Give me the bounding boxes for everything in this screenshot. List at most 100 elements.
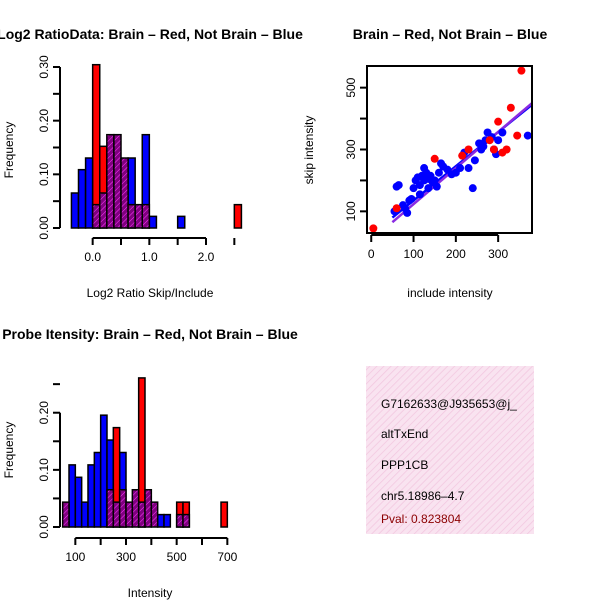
intensity-histogram-bar-overlap xyxy=(112,501,121,528)
intensity-histogram-x-tick-label: 700 xyxy=(217,550,237,564)
ratio-histogram-bar-brain xyxy=(91,63,101,229)
scatter-point-not-brain xyxy=(403,208,412,217)
scatter-point-not-brain xyxy=(407,194,416,203)
ratio-histogram-bar-not-brain xyxy=(77,168,87,229)
scatter-point-brain xyxy=(458,151,467,160)
scatter-point-not-brain xyxy=(456,164,465,173)
intensity-histogram-bar-not-brain xyxy=(163,513,172,528)
scatter-point-brain xyxy=(489,145,498,154)
ratio-histogram-bar-not-brain xyxy=(84,157,94,229)
intensity-scatter: Brain – Red, Not Brain – Blue 0 100 200 300… xyxy=(302,26,547,300)
intensity-histogram-bar-not-brain xyxy=(74,476,83,528)
scatter-point-not-brain xyxy=(494,136,503,145)
scatter-point-brain xyxy=(430,154,439,163)
scatter-x-tick-label: 0 xyxy=(368,247,375,261)
info-location: chr5.18986–4.7 xyxy=(381,489,465,503)
ratio-histogram-y-tick-label: 0.00 xyxy=(37,216,51,240)
intensity-histogram: Probe Itensity: Brain – Red, Not Brain –… xyxy=(2,326,298,600)
scatter-fit-line xyxy=(391,102,531,224)
ratio-histogram-y-tick-label: 0.30 xyxy=(37,55,51,79)
intensity-histogram-y-tick-label: 0.10 xyxy=(37,458,51,482)
ratio-histogram-y-tick-label: 0.10 xyxy=(37,162,51,186)
scatter-points xyxy=(369,67,531,232)
info-gene: PPP1CB xyxy=(381,458,428,472)
scatter-point-brain xyxy=(485,136,494,145)
intensity-histogram-bar-not-brain xyxy=(68,464,77,528)
ratio-histogram-bar-overlap xyxy=(120,157,129,229)
info-panel-background xyxy=(366,366,534,534)
scatter-point-brain xyxy=(464,145,473,154)
scatter-y-tick-label: 100 xyxy=(344,201,358,221)
intensity-scatter-title: Brain – Red, Not Brain – Blue xyxy=(353,26,548,42)
ratio-histogram-bar-overlap xyxy=(113,133,122,229)
intensity-histogram-bar-overlap xyxy=(182,513,191,528)
ratio-histogram-bar-brain xyxy=(233,203,243,229)
info-probe-id: G7162633@J935653@j_ xyxy=(381,397,517,411)
scatter-point-brain xyxy=(392,204,401,213)
intensity-histogram-bar-overlap xyxy=(131,488,140,528)
scatter-y-tick-label: 300 xyxy=(344,139,358,159)
intensity-histogram-y-tick-label: 0.00 xyxy=(37,515,51,539)
intensity-histogram-bar-overlap xyxy=(144,488,153,528)
scatter-point-not-brain xyxy=(394,181,403,190)
scatter-y-tick-label: 500 xyxy=(344,77,358,97)
scatter-point-not-brain xyxy=(424,184,433,193)
scatter-x-tick-label: 200 xyxy=(446,247,466,261)
intensity-histogram-bar-not-brain xyxy=(87,464,96,528)
scatter-y-label: skip intensity xyxy=(302,116,316,185)
scatter-point-brain xyxy=(494,117,503,126)
ratio-histogram-bar-overlap xyxy=(127,203,136,229)
intensity-histogram-bar-not-brain xyxy=(93,451,102,528)
info-event-type: altTxEnd xyxy=(381,427,428,441)
scatter-point-not-brain xyxy=(479,142,488,151)
ratio-histogram-y-tick-label: 0.20 xyxy=(37,109,51,133)
info-pval: Pval: 0.823804 xyxy=(381,512,461,526)
scatter-point-not-brain xyxy=(498,128,507,137)
ratio-histogram-x-label: Log2 Ratio Skip/Include xyxy=(87,286,214,300)
scatter-point-brain xyxy=(502,145,511,154)
intensity-histogram-bar-not-brain xyxy=(99,414,108,528)
intensity-histogram-x-label: Intensity xyxy=(128,586,173,600)
scatter-x-label: include intensity xyxy=(407,286,492,300)
scatter-point-not-brain xyxy=(430,176,439,185)
ratio-histogram-title: Log2 RatioData: Brain – Red, Not Brain –… xyxy=(0,26,303,42)
scatter-point-not-brain xyxy=(434,168,443,177)
ratio-histogram-bar-not-brain xyxy=(176,215,186,229)
scatter-point-not-brain xyxy=(409,184,418,193)
scatter-point-brain xyxy=(369,224,378,232)
scatter-point-brain xyxy=(506,103,515,112)
scatter-y-axis: 100 300 500 xyxy=(344,77,368,221)
scatter-point-not-brain xyxy=(464,164,473,173)
intensity-histogram-x-tick-label: 300 xyxy=(116,550,136,564)
ratio-histogram-x-tick-label: 2.0 xyxy=(198,250,215,264)
scatter-x-tick-label: 100 xyxy=(404,247,424,261)
intensity-histogram-bars xyxy=(61,377,229,528)
scatter-x-axis: 0 100 200 300 xyxy=(368,234,508,261)
scatter-fit-lines xyxy=(391,102,531,224)
intensity-histogram-y-tick-label: 0.20 xyxy=(37,401,51,425)
intensity-histogram-bar-overlap xyxy=(137,501,146,528)
intensity-histogram-bar-brain xyxy=(220,501,229,528)
ratio-histogram-bar-overlap xyxy=(99,192,108,229)
intensity-histogram-y-axis: 0.00 0.10 0.20 xyxy=(37,383,61,539)
ratio-histogram-bar-not-brain xyxy=(70,192,80,229)
intensity-histogram-title: Probe Itensity: Brain – Red, Not Brain –… xyxy=(2,326,298,342)
intensity-histogram-bar-overlap xyxy=(118,488,127,528)
intensity-histogram-y-label: Frequency xyxy=(2,422,16,479)
intensity-histogram-bar-overlap xyxy=(106,488,115,528)
scatter-x-tick-label: 300 xyxy=(488,247,508,261)
ratio-histogram: Log2 RatioData: Brain – Red, Not Brain –… xyxy=(0,26,303,300)
ratio-histogram-bar-overlap xyxy=(134,203,144,229)
ratio-histogram-bar-overlap xyxy=(141,203,151,229)
ratio-histogram-x-tick-label: 1.0 xyxy=(141,250,158,264)
scatter-point-brain xyxy=(513,131,522,140)
info-panel: G7162633@J935653@j_ altTxEnd PPP1CB chr5… xyxy=(366,366,534,534)
intensity-histogram-bar-overlap xyxy=(125,501,134,528)
scatter-point-not-brain xyxy=(470,156,479,165)
intensity-histogram-x-tick-label: 500 xyxy=(167,550,187,564)
intensity-histogram-bar-overlap xyxy=(150,501,159,528)
intensity-histogram-bar-not-brain xyxy=(80,501,89,528)
intensity-histogram-bar-overlap xyxy=(175,513,184,528)
scatter-point-not-brain xyxy=(415,190,424,199)
